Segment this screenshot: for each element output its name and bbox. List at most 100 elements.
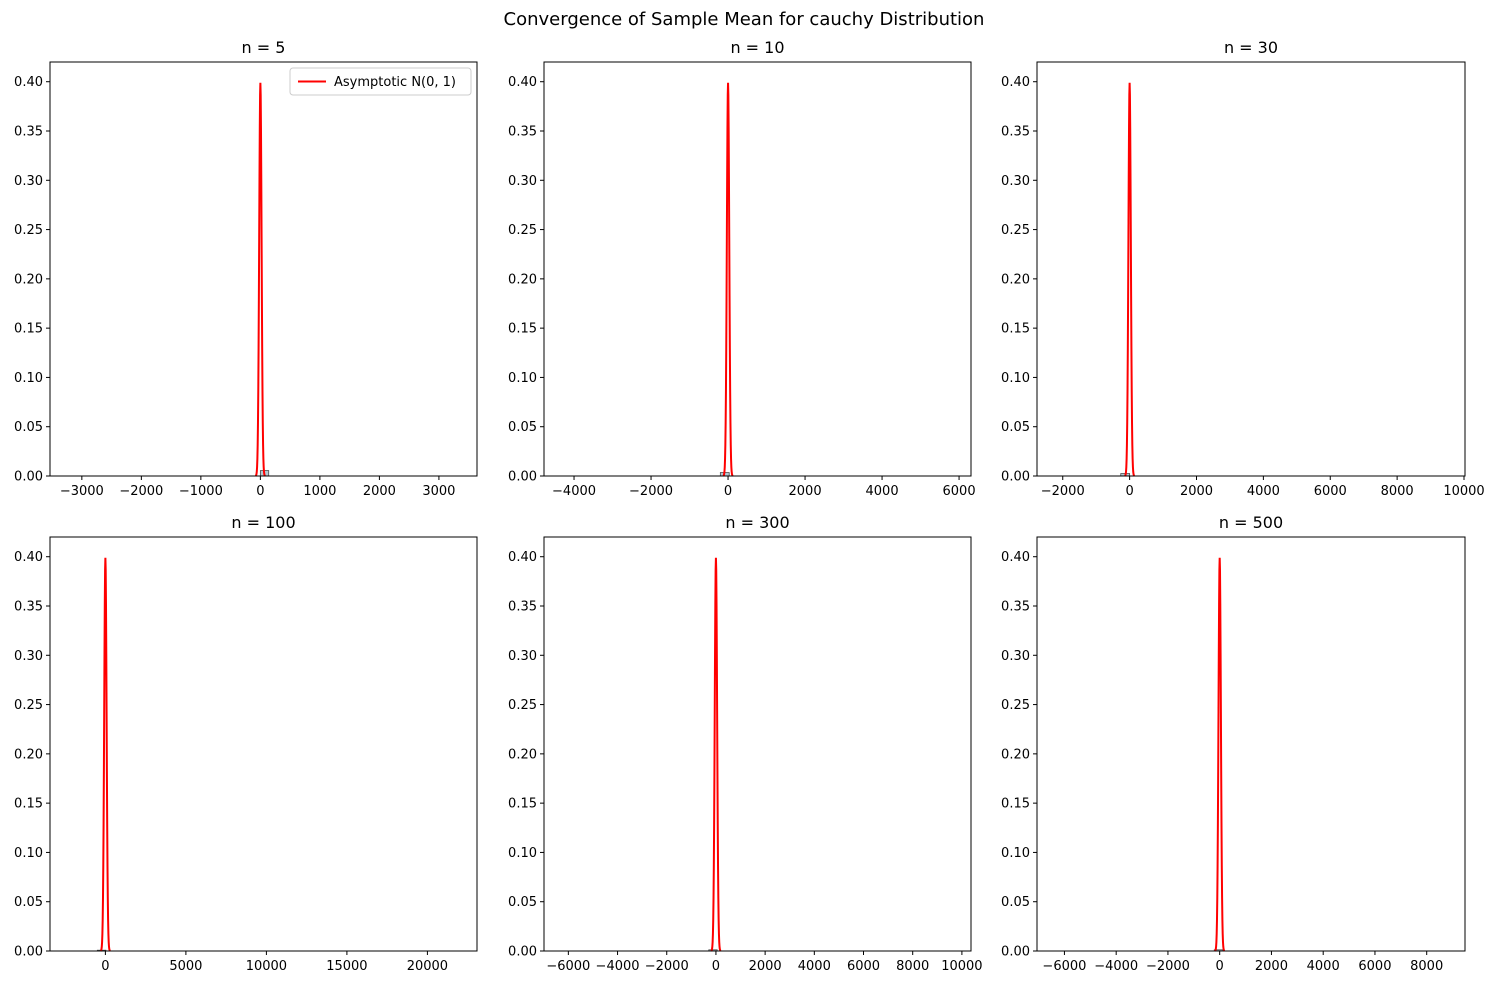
subplot-panel: n = 10 0.00 0.05 0.10 0.15 0.20 0.25 0.30 0.35 0.… [508, 38, 976, 499]
x-tick-label: 3000 [422, 484, 455, 499]
axes-frame [1036, 536, 1466, 952]
normal-curve-line [1124, 82, 1136, 477]
y-tick-label: 0.15 [1001, 797, 1030, 812]
subplot-panel: n = 5 0.00 0.05 0.10 0.15 0.20 0.25 0.30 0.35 0.4… [14, 38, 478, 499]
x-tick-label: 15000 [326, 959, 367, 974]
y-tick-label: 0.00 [14, 470, 43, 485]
x-tick-label: 4000 [798, 959, 831, 974]
panel-title: n = 5 [242, 38, 286, 57]
y-tick-label: 0.35 [508, 125, 537, 140]
x-tick-label: 2000 [1180, 484, 1213, 499]
x-tick-label: 0 [1125, 484, 1133, 499]
x-tick-label: 6000 [847, 959, 880, 974]
x-tick-label: −2000 [1041, 484, 1085, 499]
x-tick-label: 4000 [1307, 959, 1340, 974]
y-tick-label: 0.40 [508, 550, 537, 565]
y-tick-label: 0.15 [508, 322, 537, 337]
legend-box [289, 67, 472, 96]
y-tick-label: 0.30 [14, 174, 43, 189]
x-tick-label: 0 [101, 959, 109, 974]
y-tick-label: 0.10 [1001, 846, 1030, 861]
y-tick-label: 0.20 [1001, 747, 1030, 762]
x-tick-label: 4000 [866, 484, 899, 499]
subplot-panel: n = 100 0.00 0.05 0.10 0.15 0.20 0.25 0.30 0.35 0… [14, 513, 478, 974]
y-tick-label: 0.25 [508, 698, 537, 713]
y-tick-label: 0.05 [14, 420, 43, 435]
x-tick-label: 5000 [169, 959, 202, 974]
x-tick-label: 0 [712, 959, 720, 974]
y-tick-label: 0.05 [508, 895, 537, 910]
x-tick-label: 10000 [941, 959, 982, 974]
subplot-panel: n = 500 0.00 0.05 0.10 0.15 0.20 0.25 0.30 0.35 0… [1001, 513, 1466, 974]
panel-title: n = 30 [1224, 38, 1278, 57]
y-tick-label: 0.10 [14, 371, 43, 386]
y-tick-label: 0.40 [1001, 550, 1030, 565]
y-tick-label: 0.35 [1001, 600, 1030, 615]
x-tick-label: 6000 [943, 484, 976, 499]
y-tick-label: 0.05 [508, 420, 537, 435]
x-tick-label: −2000 [119, 484, 163, 499]
y-tick-label: 0.10 [14, 846, 43, 861]
x-tick-label: −3000 [60, 484, 104, 499]
y-tick-label: 0.15 [14, 322, 43, 337]
y-tick-label: 0.10 [1001, 371, 1030, 386]
y-tick-label: 0.05 [14, 895, 43, 910]
x-tick-label: 2000 [363, 484, 396, 499]
x-tick-label: 4000 [1247, 484, 1280, 499]
y-tick-label: 0.35 [14, 125, 43, 140]
axes-frame [49, 536, 478, 952]
panel-title: n = 300 [725, 513, 789, 532]
x-tick-label: 2000 [789, 484, 822, 499]
x-tick-label: 10000 [246, 959, 287, 974]
y-tick-label: 0.35 [14, 600, 43, 615]
x-tick-label: −4000 [552, 484, 596, 499]
normal-curve-line [722, 82, 734, 477]
y-tick-label: 0.00 [508, 470, 537, 485]
x-tick-label: 0 [1216, 959, 1224, 974]
x-tick-label: 6000 [1314, 484, 1347, 499]
y-tick-label: 0.20 [508, 272, 537, 287]
y-tick-label: 0.40 [508, 75, 537, 90]
figure-title: Convergence of Sample Mean for cauchy Di… [504, 9, 985, 30]
y-tick-label: 0.35 [1001, 125, 1030, 140]
y-tick-label: 0.10 [508, 371, 537, 386]
x-tick-label: −2000 [1146, 959, 1190, 974]
y-tick-label: 0.00 [14, 945, 43, 960]
x-tick-label: −6000 [546, 959, 590, 974]
subplot-panel: n = 30 0.00 0.05 0.10 0.15 0.20 0.25 0.30 0.35 0.… [1001, 38, 1485, 499]
y-tick-label: 0.40 [14, 550, 43, 565]
y-tick-label: 0.40 [14, 75, 43, 90]
y-tick-label: 0.05 [1001, 420, 1030, 435]
y-tick-label: 0.20 [14, 747, 43, 762]
y-tick-label: 0.30 [1001, 174, 1030, 189]
x-tick-label: 6000 [1358, 959, 1391, 974]
y-tick-label: 0.15 [508, 797, 537, 812]
legend: Asymptotic N(0, 1) [289, 67, 472, 96]
y-tick-label: 0.20 [1001, 272, 1030, 287]
y-tick-label: 0.00 [508, 945, 537, 960]
y-tick-label: 0.15 [1001, 322, 1030, 337]
x-tick-label: 0 [724, 484, 732, 499]
y-tick-label: 0.25 [508, 223, 537, 238]
x-tick-label: 10000 [1443, 484, 1484, 499]
panel-title: n = 500 [1219, 513, 1283, 532]
y-tick-label: 0.00 [1001, 470, 1030, 485]
y-tick-label: 0.25 [14, 698, 43, 713]
panel-title: n = 100 [231, 513, 295, 532]
normal-curve-line [710, 557, 722, 952]
y-tick-label: 0.25 [1001, 698, 1030, 713]
x-tick-label: −4000 [1094, 959, 1138, 974]
axes-frame [543, 61, 972, 477]
y-tick-label: 0.25 [14, 223, 43, 238]
y-tick-label: 0.15 [14, 797, 43, 812]
subplot-grid: n = 5 0.00 0.05 0.10 0.15 0.20 0.25 0.30 0.35 0.4… [14, 38, 1485, 974]
y-tick-label: 0.05 [1001, 895, 1030, 910]
x-tick-label: −2000 [645, 959, 689, 974]
axes-frame [543, 536, 972, 952]
x-tick-label: 1000 [303, 484, 336, 499]
x-tick-label: −2000 [629, 484, 673, 499]
y-tick-label: 0.25 [1001, 223, 1030, 238]
x-tick-label: −4000 [596, 959, 640, 974]
y-tick-label: 0.20 [14, 272, 43, 287]
